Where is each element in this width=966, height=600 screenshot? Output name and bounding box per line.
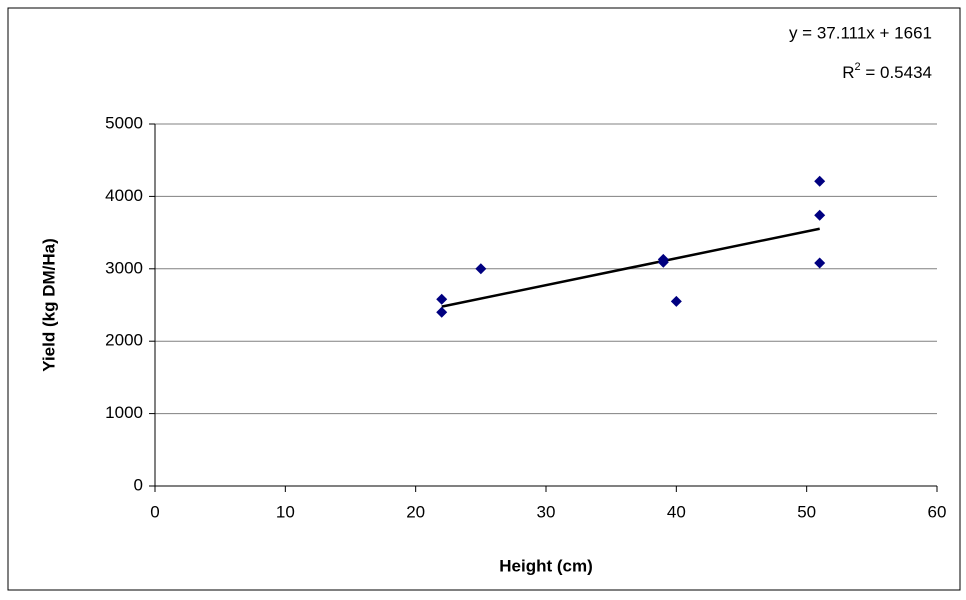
y-tick-label: 3000 [105, 258, 143, 277]
y-tick-label: 4000 [105, 186, 143, 205]
x-axis-label: Height (cm) [499, 556, 593, 575]
x-tick-label: 60 [928, 502, 947, 521]
x-tick-label: 10 [276, 502, 295, 521]
trendline-equation: y = 37.111x + 1661 [789, 23, 932, 42]
y-tick-label: 2000 [105, 331, 143, 350]
y-tick-label: 1000 [105, 403, 143, 422]
chart: y = 37.111x + 1661 R2 = 0.5434 Height (c… [0, 0, 966, 595]
page: y = 37.111x + 1661 R2 = 0.5434 Height (c… [0, 0, 966, 600]
y-tick-label: 5000 [105, 113, 143, 132]
y-axis-label: Yield (kg DM/Ha) [39, 238, 58, 372]
x-tick-label: 20 [406, 502, 425, 521]
x-tick-label: 0 [150, 502, 159, 521]
r-squared-label: R [842, 63, 854, 82]
x-tick-label: 30 [537, 502, 556, 521]
x-tick-label: 40 [667, 502, 686, 521]
r-squared-text: = 0.5434 [861, 63, 932, 82]
x-tick-label: 50 [797, 502, 816, 521]
y-tick-label: 0 [134, 475, 143, 494]
